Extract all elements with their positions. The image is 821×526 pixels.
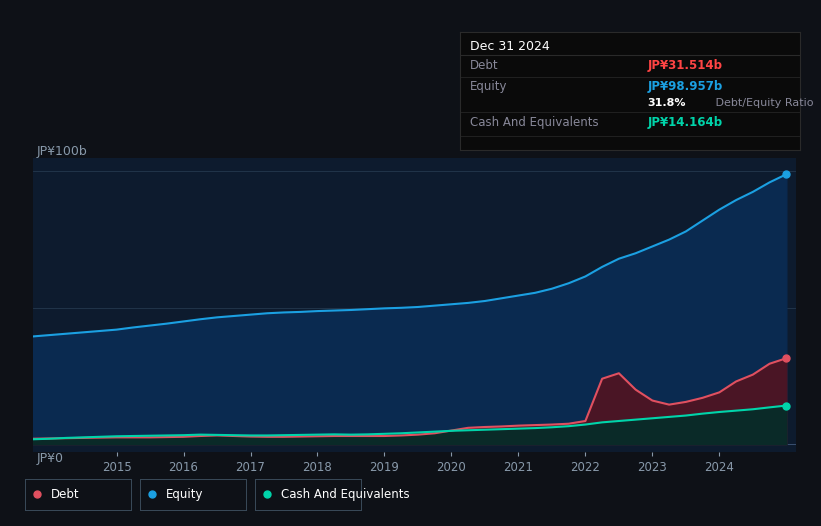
Text: JP¥14.164b: JP¥14.164b xyxy=(647,116,722,128)
Text: Debt: Debt xyxy=(51,488,80,501)
Text: JP¥0: JP¥0 xyxy=(37,452,64,466)
Text: Cash And Equivalents: Cash And Equivalents xyxy=(470,116,599,128)
Text: Equity: Equity xyxy=(166,488,204,501)
Text: JP¥98.957b: JP¥98.957b xyxy=(647,80,722,93)
Text: Dec 31 2024: Dec 31 2024 xyxy=(470,40,550,53)
Text: JP¥31.514b: JP¥31.514b xyxy=(647,59,722,72)
Text: JP¥100b: JP¥100b xyxy=(37,145,87,158)
Text: Equity: Equity xyxy=(470,80,507,93)
Text: Debt: Debt xyxy=(470,59,498,72)
Text: Debt/Equity Ratio: Debt/Equity Ratio xyxy=(712,98,814,108)
Text: Cash And Equivalents: Cash And Equivalents xyxy=(282,488,410,501)
Text: 31.8%: 31.8% xyxy=(647,98,686,108)
